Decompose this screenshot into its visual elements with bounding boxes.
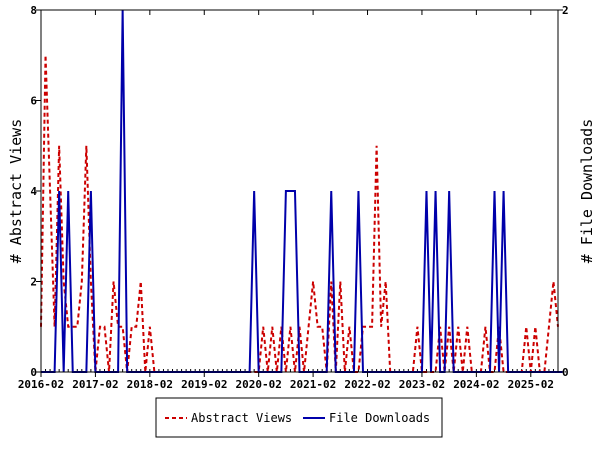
- x-tick-label: 2020-02: [236, 378, 282, 391]
- x-tick-label: 2017-02: [72, 378, 118, 391]
- y2-axis-title: # File Downloads: [578, 119, 596, 264]
- y-tick-label: 2: [30, 276, 37, 289]
- y-tick-label: 6: [30, 95, 37, 108]
- x-tick-label: 2021-02: [290, 378, 336, 391]
- x-tick-label: 2016-02: [18, 378, 64, 391]
- y-tick-label: 8: [30, 4, 37, 17]
- y2-tick-label: 2: [562, 4, 569, 17]
- y-axis-title: # Abstract Views: [7, 119, 25, 264]
- y-tick-label: 0: [30, 366, 37, 379]
- y-axis-ticks: 0 2 4 6 8: [30, 4, 41, 379]
- legend-box: [155, 397, 443, 438]
- x-tick-label: 2018-02: [127, 378, 173, 391]
- y2-tick-label: 0: [562, 366, 569, 379]
- x-tick-label: 2019-02: [181, 378, 227, 391]
- legend-label-file-downloads: File Downloads: [329, 411, 430, 425]
- x-tick-label: 2023-02: [399, 378, 445, 391]
- x-tick-label: 2022-02: [344, 378, 390, 391]
- y2-axis-ticks: 02: [558, 4, 569, 379]
- x-tick-label: 2024-02: [453, 378, 499, 391]
- legend: Abstract Views File Downloads: [155, 397, 443, 438]
- y-tick-label: 4: [30, 185, 37, 198]
- legend-label-abstract-views: Abstract Views: [191, 411, 292, 425]
- x-tick-label: 2025-02: [508, 378, 554, 391]
- x-axis-ticks: 2016-02 2017-02 2018-02 2019-02 2020-02 2021-…: [18, 10, 554, 391]
